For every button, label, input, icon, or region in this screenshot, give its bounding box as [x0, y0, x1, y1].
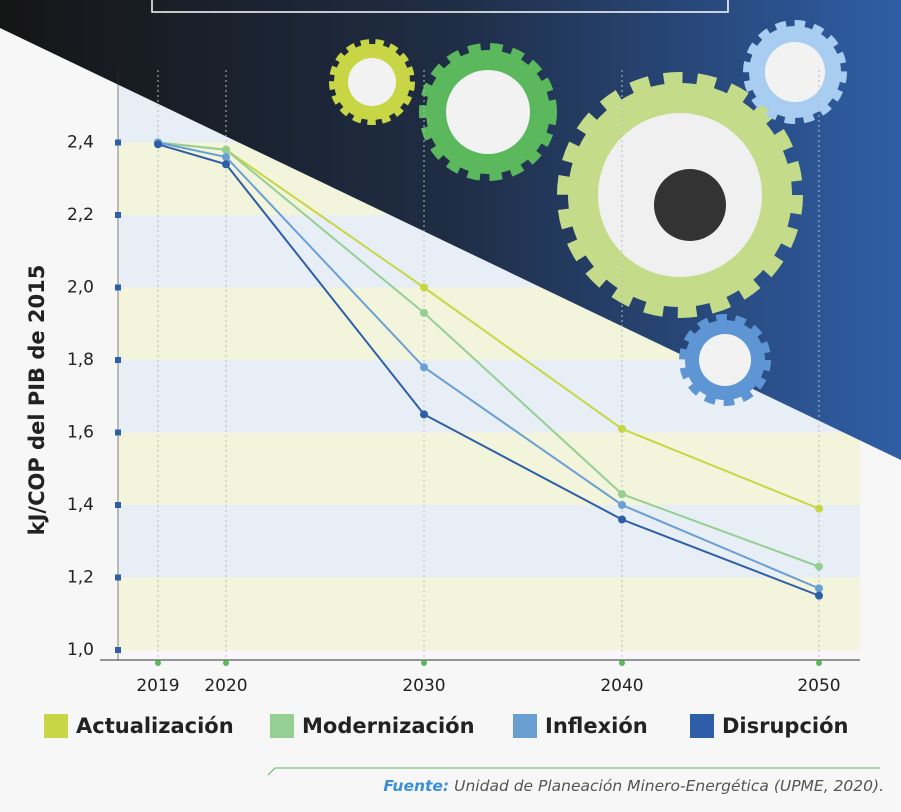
x-tick-label: 2030 [402, 676, 445, 696]
y-tick-mark [115, 430, 121, 436]
data-point [222, 160, 230, 168]
y-tick-mark [115, 502, 121, 508]
legend-swatch [690, 714, 714, 738]
data-point [420, 363, 428, 371]
x-tick-label: 2040 [600, 676, 643, 696]
x-tick-label: 2020 [204, 676, 247, 696]
source-label: Fuente: [383, 777, 449, 795]
y-tick-mark [115, 647, 121, 653]
legend: Actualización Modernización Inflexión Disru… [44, 714, 849, 738]
y-tick-mark [115, 140, 121, 146]
data-point [222, 153, 230, 161]
y-tick-label: 1,8 [67, 350, 94, 370]
data-point [618, 516, 626, 524]
source-note: Fuente: Unidad de Planeación Minero-Energ… [383, 777, 884, 795]
data-point [618, 425, 626, 433]
y-tick-mark [115, 285, 121, 291]
data-point [618, 501, 626, 509]
data-point [815, 505, 823, 513]
legend-label: Modernización [302, 714, 475, 738]
data-point [420, 410, 428, 418]
legend-swatch [513, 714, 537, 738]
data-point [815, 584, 823, 592]
data-point [618, 490, 626, 498]
x-tick-label: 2050 [797, 676, 840, 696]
legend-label: Inflexión [545, 714, 648, 738]
y-tick-label: 2,2 [67, 205, 94, 225]
gear-icon [654, 169, 726, 241]
x-tick-label: 2019 [136, 676, 179, 696]
legend-label: Actualización [76, 714, 234, 738]
legend-swatch [44, 714, 68, 738]
y-tick-label: 1,4 [67, 495, 94, 515]
gear-hub [446, 70, 530, 154]
source-text: Unidad de Planeación Minero-Energética (… [454, 777, 884, 795]
data-point [420, 284, 428, 292]
y-tick-mark [115, 575, 121, 581]
gear-hub [699, 334, 751, 386]
data-point [420, 309, 428, 317]
chart: kJ/COP del PIB de 2015 1,0 1,2 1,4 1,6 1,8 2,… [0, 0, 901, 812]
gear-hub [348, 58, 396, 106]
data-point [154, 140, 162, 148]
y-tick-mark [115, 212, 121, 218]
data-point [222, 146, 230, 154]
y-tick-label: 2,4 [67, 133, 94, 153]
y-tick-mark [115, 357, 121, 363]
plot-band [118, 433, 860, 506]
data-point [815, 563, 823, 571]
y-axis-title: kJ/COP del PIB de 2015 [25, 265, 49, 536]
x-tick-mark [223, 660, 229, 666]
y-tick-label: 1,2 [67, 568, 94, 588]
y-tick-label: 2,0 [67, 278, 94, 298]
x-tick-mark [155, 660, 161, 666]
legend-swatch [270, 714, 294, 738]
legend-label: Disrupción [722, 714, 849, 738]
x-tick-mark [816, 660, 822, 666]
y-tick-label: 1,6 [67, 423, 94, 443]
data-point [815, 592, 823, 600]
gear-hub [765, 42, 825, 102]
plot-band [118, 578, 860, 651]
x-tick-mark [619, 660, 625, 666]
x-tick-mark [421, 660, 427, 666]
y-tick-label: 1,0 [67, 640, 94, 660]
